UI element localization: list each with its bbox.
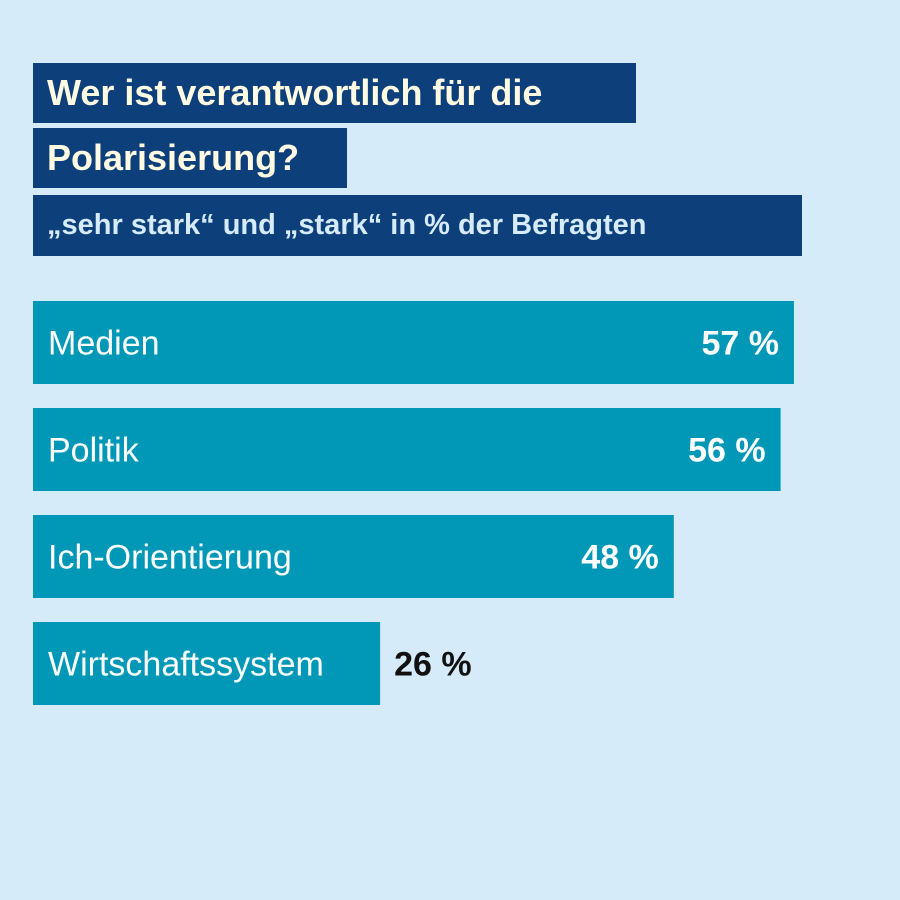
value-label-wirtschaftssystem: 26 %	[394, 646, 472, 684]
chart-title-line-1: Wer ist verantwortlich für die	[33, 63, 636, 123]
value-label-ich-orientierung: 48 %	[581, 539, 659, 577]
chart-title-line-2: Polarisierung?	[33, 128, 347, 188]
bar-medien	[33, 301, 794, 384]
category-label-wirtschaftssystem: Wirtschaftssystem	[48, 646, 324, 684]
category-label-politik: Politik	[48, 432, 140, 470]
bar-wirtschaftssystem	[33, 622, 381, 705]
bar-ich-orientierung	[33, 515, 674, 598]
value-label-medien: 57 %	[701, 325, 779, 363]
value-label-politik: 56 %	[688, 432, 766, 470]
category-label-ich-orientierung: Ich-Orientierung	[48, 539, 292, 577]
category-label-medien: Medien	[48, 325, 160, 363]
chart-subtitle: „sehr stark“ und „stark“ in % der Befrag…	[33, 195, 802, 256]
bar-politik	[33, 408, 781, 491]
